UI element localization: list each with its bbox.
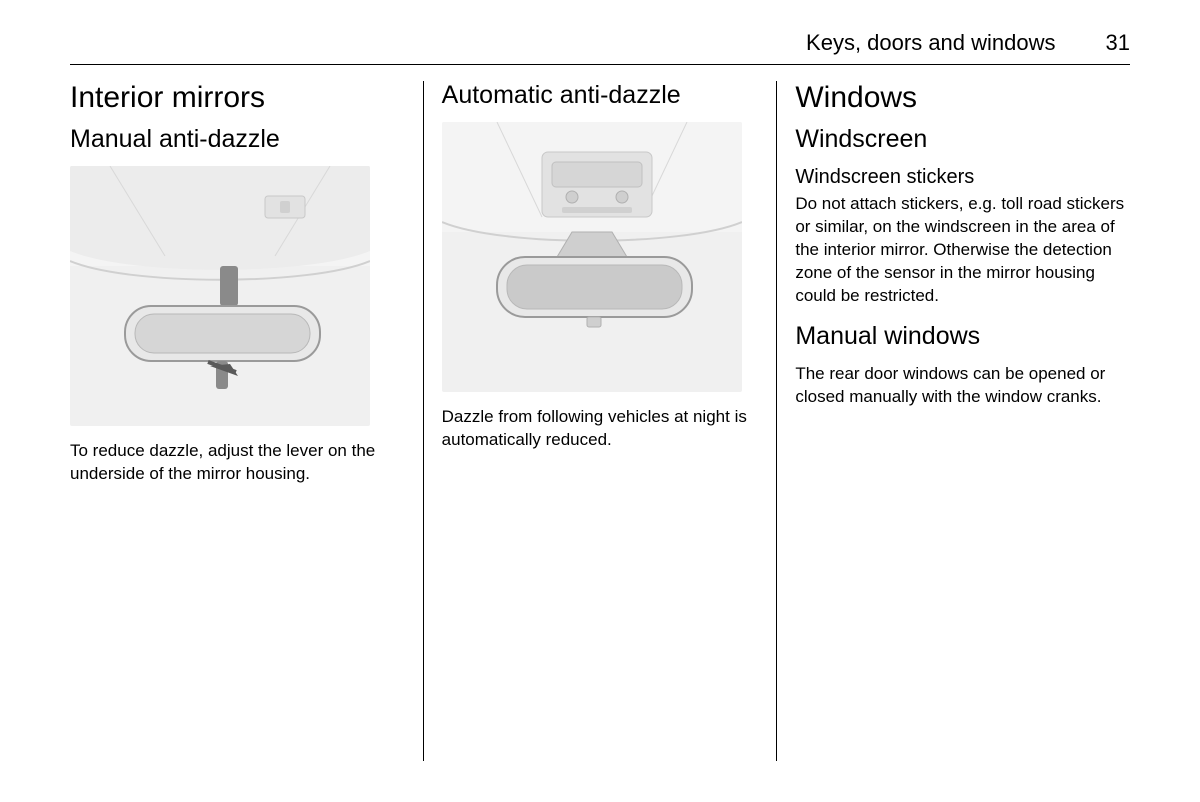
- manual-anti-dazzle-illustration: [70, 166, 370, 426]
- column-3: Windows Windscreen Windscreen stickers D…: [777, 81, 1130, 761]
- col2-heading2: Automatic anti-dazzle: [442, 81, 759, 110]
- column-1: Interior mirrors Manual anti-dazzle: [70, 81, 423, 761]
- col3-heading2b: Manual windows: [795, 322, 1130, 351]
- col3-heading3a: Windscreen stickers: [795, 166, 1130, 189]
- page-number: 31: [1106, 30, 1130, 56]
- column-2: Automatic anti-dazzle: [424, 81, 777, 761]
- page-header: Keys, doors and windows 31: [70, 30, 1130, 65]
- content-columns: Interior mirrors Manual anti-dazzle: [70, 81, 1130, 761]
- header-section-title: Keys, doors and windows: [806, 30, 1055, 56]
- col3-body-b: The rear door windows can be opened or c…: [795, 363, 1130, 409]
- col1-heading2: Manual anti-dazzle: [70, 125, 405, 154]
- col2-body: Dazzle from following vehicles at night …: [442, 406, 759, 452]
- col3-body-a: Do not attach stickers, e.g. toll road s…: [795, 193, 1130, 308]
- automatic-anti-dazzle-illustration: [442, 122, 742, 392]
- col3-heading1: Windows: [795, 81, 1130, 115]
- col1-body: To reduce dazzle, adjust the lever on th…: [70, 440, 405, 486]
- col1-heading1: Interior mirrors: [70, 81, 405, 115]
- col3-heading2a: Windscreen: [795, 125, 1130, 154]
